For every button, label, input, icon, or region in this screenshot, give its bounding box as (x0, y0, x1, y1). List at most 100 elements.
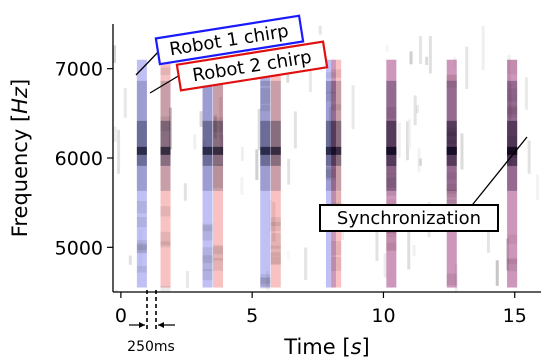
chirp-bar-body (202, 59, 213, 288)
noise-speck (287, 250, 291, 260)
x-tick-label: 10 (371, 305, 395, 327)
chirp-bar-body (160, 59, 171, 288)
noise-speck (407, 228, 411, 270)
noise-speck (495, 260, 499, 286)
noise-speck (425, 56, 429, 66)
noise-speck (318, 25, 322, 35)
noise-speck (219, 96, 223, 139)
chirp-energy-band (270, 80, 281, 191)
chirp-texture (213, 117, 224, 133)
chirp-peak (507, 146, 518, 155)
chirp-texture (446, 183, 457, 194)
chirp-energy-band (331, 80, 342, 191)
chirp-texture (446, 127, 457, 137)
noise-speck (397, 122, 401, 158)
chirp-texture (213, 173, 224, 188)
chirp-bar-body (386, 59, 397, 288)
noise-speck (454, 264, 458, 292)
noise-speck (481, 25, 485, 71)
noise-speck (385, 44, 389, 52)
chirp-texture (325, 169, 336, 178)
chirp-texture (386, 182, 397, 196)
chirp-texture (507, 135, 518, 149)
noise-speck (351, 85, 355, 130)
noise-speck (453, 56, 457, 68)
chirp-peak (446, 146, 457, 155)
chirp-texture (446, 140, 457, 150)
chirp-texture (386, 173, 397, 183)
noise-speck (506, 238, 510, 271)
noise-speck (418, 36, 422, 64)
noise-speck (139, 230, 143, 269)
noise-speck (329, 107, 333, 151)
noise-speck (128, 255, 132, 265)
chirp-texture (331, 191, 342, 206)
chirp-texture (260, 277, 271, 287)
chirp-texture (160, 231, 171, 246)
chirp-bar (325, 59, 336, 288)
chirp-texture (136, 240, 147, 253)
noise-speck (168, 107, 172, 150)
chirp-texture (202, 223, 213, 232)
chirp-bar-body (507, 59, 518, 288)
chirp-texture (507, 105, 518, 118)
chirp-texture (331, 104, 342, 111)
noise-speck (415, 104, 419, 114)
chirp-texture (446, 172, 457, 180)
chirp-texture (213, 257, 224, 271)
chirp-energy-band (213, 80, 224, 191)
x-tick-label: 0 (115, 305, 127, 327)
chirp-texture (160, 286, 171, 292)
noise-speck (508, 83, 512, 121)
noise-speck (117, 129, 121, 174)
chirp-bar (260, 59, 271, 289)
chirp-peak (260, 146, 271, 155)
chirp-bar (270, 59, 281, 288)
noise-speck (193, 134, 197, 150)
chirp-texture (160, 116, 171, 132)
chirp-bar-body (331, 59, 342, 288)
x-tick-label: 5 (246, 305, 258, 327)
chirp-bar-body (325, 59, 336, 288)
chirp-texture (260, 274, 271, 289)
noise-speck (266, 270, 270, 291)
chirp-texture (331, 256, 342, 272)
sync-annotation: Synchronization (319, 136, 528, 232)
chirp-bar-body (386, 59, 397, 288)
chirp-texture (260, 104, 271, 112)
chirp-texture (202, 225, 213, 241)
chirp-texture (325, 166, 336, 179)
chirp-texture (507, 60, 518, 75)
sync-label: Synchronization (337, 208, 481, 229)
noise-speck (507, 291, 511, 292)
interval-annotation: 250ms (127, 290, 175, 355)
chirp-texture (270, 256, 281, 265)
chirp-texture (446, 74, 457, 88)
chirp-texture (446, 189, 457, 198)
noise-speck (113, 126, 117, 142)
noise-speck (375, 231, 379, 261)
chirp-texture (270, 217, 281, 227)
chirp-bar (507, 59, 518, 288)
noise-speck (269, 199, 273, 233)
chirp-texture (136, 243, 147, 251)
noise-speck (113, 45, 117, 63)
chirp-texture (136, 217, 147, 228)
noise-speck (257, 108, 261, 151)
noise-speck (465, 46, 469, 90)
chirp-texture (270, 221, 281, 232)
chirp-bar (331, 59, 342, 288)
chirp-energy-band (446, 80, 457, 191)
chirp-texture (331, 241, 342, 256)
noise-speck (509, 155, 513, 167)
noise-speck (213, 115, 217, 139)
chirp-energy-band (331, 120, 342, 166)
chirp-texture (202, 255, 213, 264)
chirp-texture (507, 95, 518, 102)
chirp-bar-body (446, 59, 457, 288)
chirp-texture (386, 164, 397, 175)
noise-speck (308, 60, 312, 93)
chirp-texture (270, 252, 281, 265)
chirp-peak (331, 146, 342, 155)
chirp-texture (160, 241, 171, 248)
